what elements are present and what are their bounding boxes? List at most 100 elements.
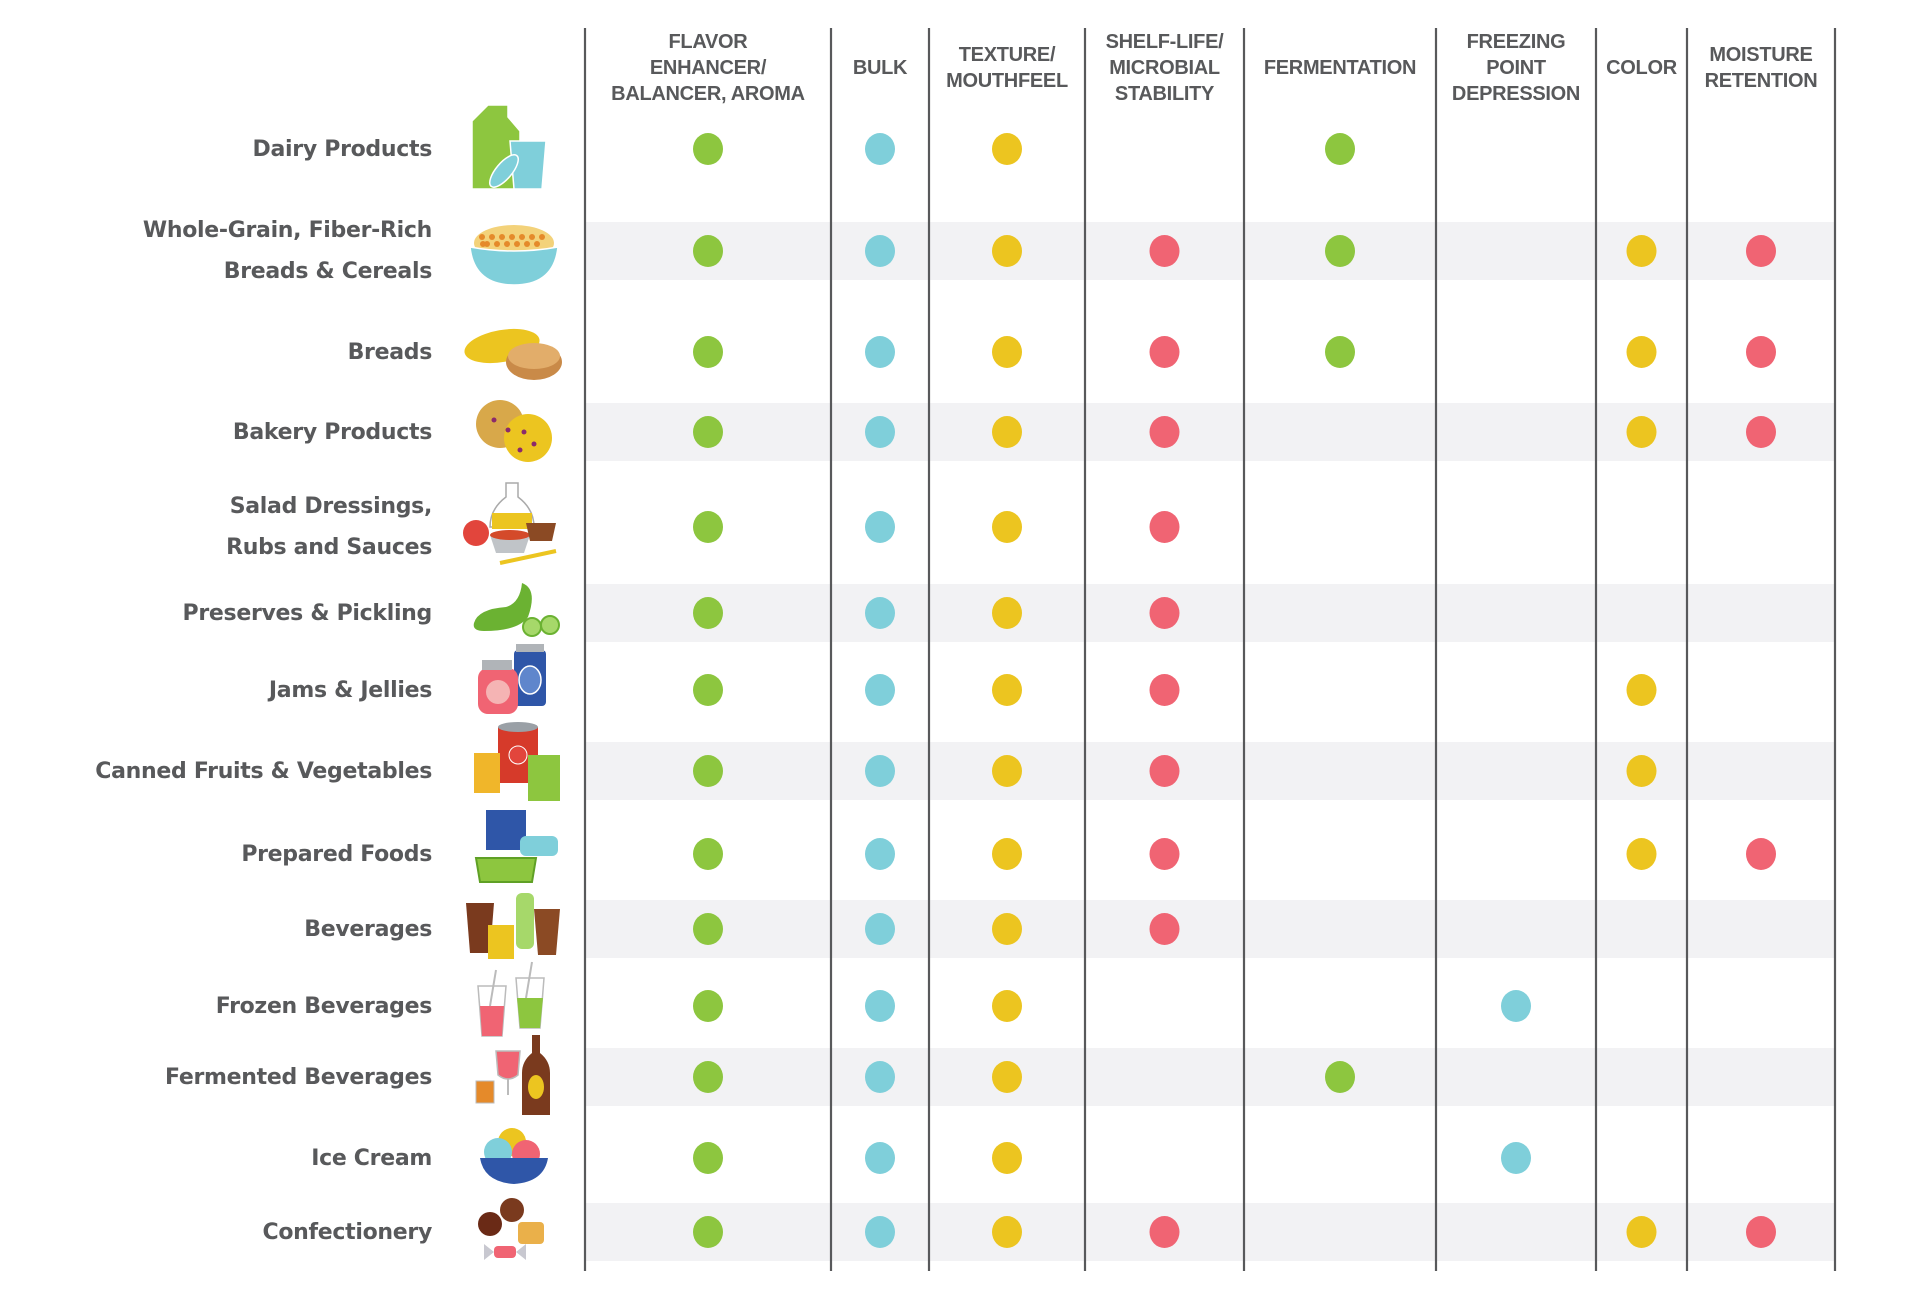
dot-mark xyxy=(1501,1142,1531,1174)
dot-mark xyxy=(865,511,895,543)
row-label: Bakery Products xyxy=(232,419,432,445)
column-header: MOISTURE RETENTION xyxy=(1689,26,1833,110)
column-header-text: SHELF-LIFE/ MICROBIAL STABILITY xyxy=(1105,31,1224,105)
dot-mark xyxy=(1746,1216,1776,1248)
column-header-text: FREEZING POINT DEPRESSION xyxy=(1451,31,1581,105)
ice-cream-bowl-icon xyxy=(480,1128,548,1184)
column-header-text: FLAVOR ENHANCER/ BALANCER, AROMA xyxy=(611,31,805,105)
column-header: FREEZING POINT DEPRESSION xyxy=(1438,26,1594,110)
dairy-icon xyxy=(471,104,547,190)
muffin-icon xyxy=(476,400,552,462)
dot-mark xyxy=(1626,235,1657,267)
row-stripe xyxy=(585,1048,1835,1106)
column-header-text: BULK xyxy=(852,57,908,79)
dot-mark xyxy=(1149,1216,1180,1248)
row-label: Breads xyxy=(347,339,433,365)
dot-mark xyxy=(865,1061,895,1093)
data-marks xyxy=(693,133,1776,1248)
dot-mark xyxy=(1626,838,1657,870)
dot-mark xyxy=(1149,674,1180,706)
wine-beer-icon xyxy=(475,1035,550,1115)
dot-mark xyxy=(1325,1061,1355,1093)
dot-mark xyxy=(1325,336,1355,368)
row-label: Frozen Beverages xyxy=(215,993,433,1019)
row-label: Dairy Products xyxy=(252,136,433,162)
column-header: TEXTURE/ MOUTHFEEL xyxy=(931,26,1083,110)
dot-mark xyxy=(1626,1216,1657,1248)
column-header-text: COLOR xyxy=(1606,57,1677,79)
dot-mark xyxy=(992,674,1022,706)
category-icons xyxy=(463,104,562,1260)
dot-mark xyxy=(693,838,723,870)
dot-mark xyxy=(992,336,1022,368)
column-header-text: TEXTURE/ MOUTHFEEL xyxy=(946,44,1068,92)
cans-icon xyxy=(474,722,560,801)
jam-jars-icon xyxy=(478,644,546,714)
dot-mark xyxy=(992,755,1022,787)
row-stripe xyxy=(585,584,1835,642)
dot-mark xyxy=(865,755,895,787)
row-label: Whole-Grain, Fiber-Rich Breads & Cereals xyxy=(142,218,432,284)
column-header-text: MOISTURE RETENTION xyxy=(1704,44,1818,92)
dot-mark xyxy=(865,597,895,629)
dot-mark xyxy=(1325,235,1355,267)
column-header: FLAVOR ENHANCER/ BALANCER, AROMA xyxy=(587,26,829,110)
frozen-drinks-icon xyxy=(477,961,545,1037)
row-label: Prepared Foods xyxy=(241,841,432,867)
dot-mark xyxy=(693,1142,723,1174)
dot-mark xyxy=(1325,133,1355,165)
cereal-bowl-icon xyxy=(469,225,559,286)
dot-mark xyxy=(992,235,1022,267)
bread-icon xyxy=(464,328,562,380)
containers-icon xyxy=(474,810,558,883)
dot-mark xyxy=(1626,755,1657,787)
dot-mark xyxy=(992,1216,1022,1248)
dot-mark xyxy=(693,511,723,543)
row-label: Beverages xyxy=(304,916,432,942)
pickle-icon xyxy=(473,583,560,637)
dot-mark xyxy=(865,674,895,706)
dot-mark xyxy=(1626,336,1657,368)
dot-mark xyxy=(1149,235,1180,267)
row-stripes xyxy=(585,222,1835,1261)
dot-mark xyxy=(992,416,1022,448)
dot-mark xyxy=(693,336,723,368)
dot-mark xyxy=(992,838,1022,870)
dot-mark xyxy=(992,1142,1022,1174)
dot-mark xyxy=(1626,416,1657,448)
row-label: Jams & Jellies xyxy=(268,677,432,703)
dot-mark xyxy=(865,336,895,368)
dot-mark xyxy=(1746,235,1776,267)
row-stripe xyxy=(585,900,1835,958)
dot-mark xyxy=(992,1061,1022,1093)
column-dividers xyxy=(583,28,1837,1271)
dot-mark xyxy=(693,674,723,706)
dot-mark xyxy=(693,597,723,629)
dot-mark xyxy=(693,755,723,787)
drinks-icon xyxy=(466,893,560,959)
column-header: BULK xyxy=(833,26,927,110)
column-header: FERMENTATION xyxy=(1246,26,1434,110)
dot-mark xyxy=(992,511,1022,543)
dot-mark xyxy=(1149,416,1180,448)
dot-mark xyxy=(992,133,1022,165)
dot-mark xyxy=(865,913,895,945)
dot-mark xyxy=(865,838,895,870)
row-label: Canned Fruits & Vegetables xyxy=(95,758,432,784)
dot-mark xyxy=(1626,674,1657,706)
dot-mark xyxy=(1149,511,1180,543)
dot-mark xyxy=(1149,597,1180,629)
dot-mark xyxy=(693,1061,723,1093)
dot-mark xyxy=(1149,838,1180,870)
dot-mark xyxy=(1501,990,1531,1022)
column-header: SHELF-LIFE/ MICROBIAL STABILITY xyxy=(1087,26,1242,110)
dot-mark xyxy=(992,990,1022,1022)
dot-mark xyxy=(1149,913,1180,945)
dot-mark xyxy=(865,990,895,1022)
column-header: COLOR xyxy=(1598,26,1685,110)
dot-mark xyxy=(865,235,895,267)
column-header-text: FERMENTATION xyxy=(1263,57,1417,79)
dot-mark xyxy=(865,416,895,448)
dot-mark xyxy=(693,133,723,165)
